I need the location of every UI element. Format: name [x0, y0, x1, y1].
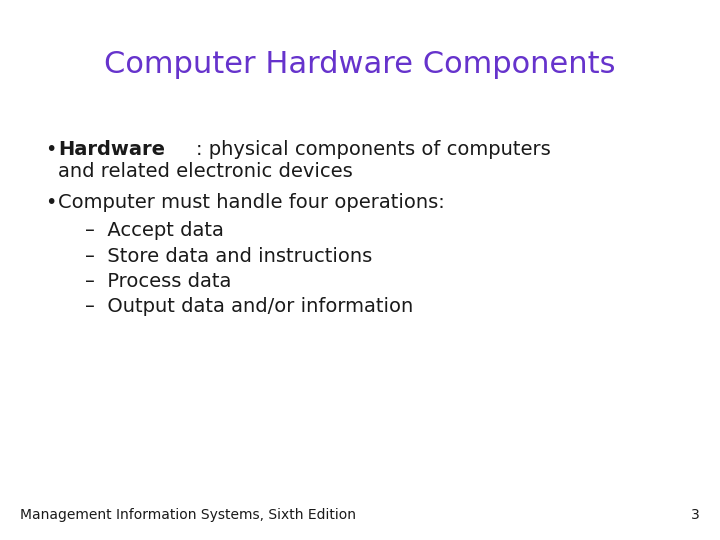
Text: Management Information Systems, Sixth Edition: Management Information Systems, Sixth Ed…: [20, 508, 356, 522]
Text: : physical components of computers: : physical components of computers: [196, 140, 551, 159]
Text: and related electronic devices: and related electronic devices: [58, 162, 353, 181]
Text: –  Process data: – Process data: [85, 272, 231, 291]
Text: Computer Hardware Components: Computer Hardware Components: [104, 50, 616, 79]
Text: Hardware: Hardware: [58, 140, 165, 159]
Text: 3: 3: [691, 508, 700, 522]
Text: Computer must handle four operations:: Computer must handle four operations:: [58, 193, 445, 212]
Text: •: •: [45, 140, 56, 159]
Text: •: •: [45, 193, 56, 212]
Text: –  Store data and instructions: – Store data and instructions: [85, 247, 372, 266]
Text: –  Accept data: – Accept data: [85, 221, 224, 240]
Text: –  Output data and/or information: – Output data and/or information: [85, 298, 413, 316]
